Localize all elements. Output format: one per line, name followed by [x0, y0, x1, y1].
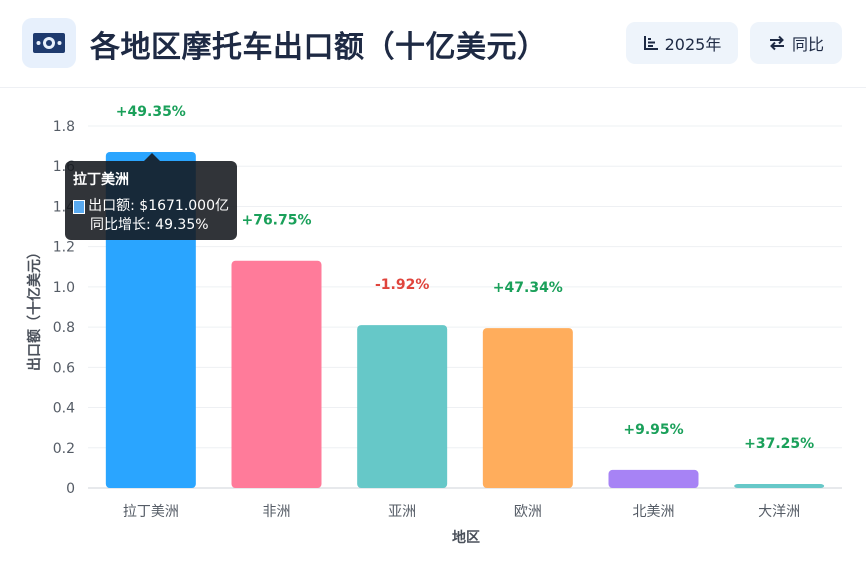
x-tick-label: 北美洲	[633, 504, 675, 520]
bar[interactable]	[482, 328, 573, 488]
page-title: 各地区摩托车出口额（十亿美元）	[90, 30, 548, 65]
year-button-label: 2025年	[664, 35, 722, 54]
header: 各地区摩托车出口额（十亿美元） 2025年 同比	[0, 0, 866, 88]
bar-chart-icon	[643, 35, 659, 51]
growth-label: +47.34%	[493, 280, 563, 296]
tooltip-growth-text: 同比增长: 49.35%	[90, 217, 209, 233]
growth-label: -1.92%	[375, 277, 429, 293]
y-tick-label: 1.8	[53, 119, 75, 135]
growth-label: +76.75%	[241, 213, 311, 229]
tooltip-value-text: 出口额: $1671.000亿	[88, 198, 229, 214]
logo	[22, 18, 76, 68]
x-tick-label: 非洲	[263, 504, 291, 520]
y-tick-label: 0.2	[53, 441, 75, 457]
y-tick-label: 1.2	[53, 240, 75, 256]
swap-arrows-icon	[768, 35, 786, 51]
x-tick-label: 亚洲	[388, 504, 416, 520]
bar[interactable]	[734, 483, 825, 488]
bar[interactable]	[357, 325, 448, 488]
growth-label: +9.95%	[623, 422, 683, 438]
growth-label: +49.35%	[116, 104, 186, 120]
tooltip-title: 拉丁美洲	[73, 172, 129, 188]
chart-tooltip: 拉丁美洲 出口额: $1671.000亿 同比增长: 49.35%	[65, 153, 237, 240]
tooltip-color-swatch	[73, 199, 86, 214]
compare-button[interactable]: 同比	[750, 22, 842, 64]
x-axis-title: 地区	[452, 529, 480, 546]
y-tick-label: 0.8	[53, 320, 75, 336]
x-tick-label: 欧洲	[514, 504, 542, 520]
bar[interactable]	[231, 260, 322, 488]
bar[interactable]	[608, 469, 699, 488]
tooltip-row-value: 出口额: $1671.000亿	[73, 197, 229, 216]
x-tick-label: 拉丁美洲	[123, 504, 179, 520]
bar-chart: 00.20.40.60.81.01.21.41.61.8 +49.35%+76.…	[26, 104, 842, 546]
growth-label: +37.25%	[744, 436, 814, 452]
year-button[interactable]: 2025年	[626, 22, 738, 64]
x-tick-label: 大洋洲	[758, 504, 800, 520]
y-tick-label: 0.4	[53, 401, 75, 417]
y-axis-title: 出口额（十亿美元）	[26, 245, 43, 371]
y-tick-label: 0	[66, 481, 75, 497]
compare-button-label: 同比	[791, 35, 824, 54]
y-tick-label: 1.0	[53, 280, 75, 296]
y-tick-label: 0.6	[53, 360, 75, 376]
